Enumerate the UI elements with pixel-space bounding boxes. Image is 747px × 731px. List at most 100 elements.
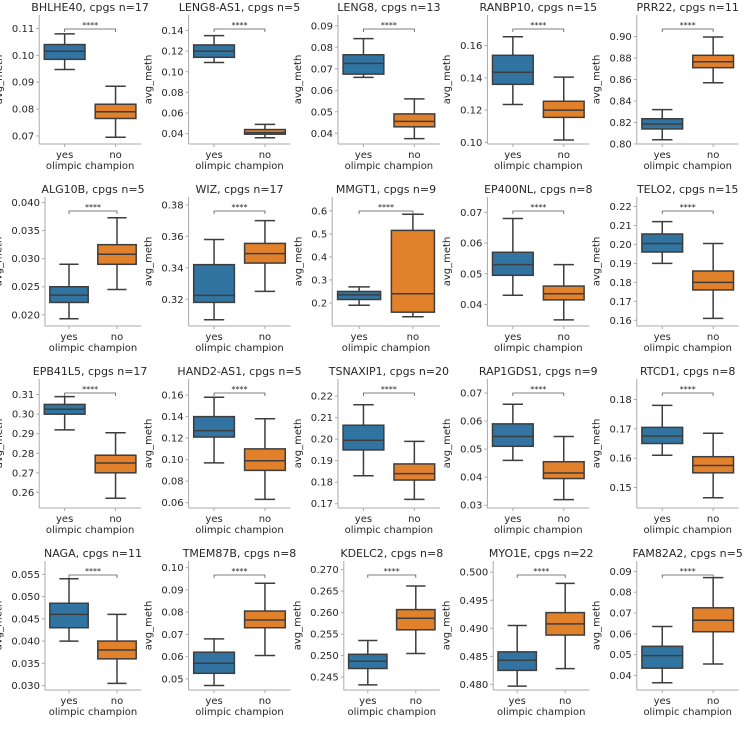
x-tick-label: no bbox=[558, 514, 570, 525]
y-tick-label: 0.255 bbox=[310, 630, 339, 641]
panel: NAGA, cpgs n=11 0.030 0.035 0.040 0.045 0.050… bbox=[0, 547, 142, 718]
y-tick-label: 0.38 bbox=[161, 200, 183, 211]
panel: WIZ, cpgs n=17 0.32 0.34 0.36 0.38 avg_methye… bbox=[143, 183, 291, 354]
box-no bbox=[390, 229, 436, 313]
y-tick-label: 0.050 bbox=[11, 592, 40, 603]
x-tick-label: yes bbox=[205, 514, 222, 525]
y-tick-label: 0.05 bbox=[311, 107, 333, 118]
y-axis-label: avg_meth bbox=[0, 419, 5, 469]
x-axis-label: olimpic champion bbox=[345, 525, 434, 536]
significance-bracket bbox=[661, 210, 714, 214]
significance-bracket bbox=[64, 392, 116, 396]
significance-bracket bbox=[661, 574, 714, 578]
significance-bracket bbox=[213, 210, 266, 214]
y-tick-label: 0.08 bbox=[311, 43, 333, 54]
y-tick-label: 0.08 bbox=[161, 88, 183, 99]
x-axis-label: olimpic champion bbox=[342, 343, 431, 354]
panel-title: LENG8, cpgs n=13 bbox=[337, 1, 440, 14]
significance-bracket bbox=[367, 574, 417, 578]
box-yes bbox=[342, 424, 385, 451]
y-tick-label: 0.10 bbox=[161, 67, 183, 78]
significance-label: **** bbox=[378, 203, 394, 212]
x-axis-label: olimpic champion bbox=[195, 343, 284, 354]
panel: LENG8, cpgs n=13 0.04 0.05 0.06 0.07 0.08 0.09… bbox=[293, 1, 441, 172]
y-tick-label: 0.09 bbox=[311, 21, 333, 32]
x-tick-label: no bbox=[558, 332, 570, 343]
box-no bbox=[393, 113, 436, 128]
y-tick-label: 0.07 bbox=[311, 64, 333, 75]
y-tick-label: 0.09 bbox=[12, 78, 34, 89]
box-no bbox=[692, 270, 735, 291]
y-tick-label: 0.18 bbox=[311, 478, 333, 489]
y-axis-label: avg_meth bbox=[442, 601, 453, 651]
significance-label: **** bbox=[232, 203, 248, 212]
y-axis-label: avg_meth bbox=[0, 601, 5, 651]
y-tick-label: 0.245 bbox=[310, 673, 339, 684]
y-axis-label: avg_meth bbox=[442, 55, 453, 105]
y-tick-label: 0.10 bbox=[12, 51, 34, 62]
y-tick-label: 0.16 bbox=[610, 454, 632, 465]
x-tick-label: yes bbox=[504, 332, 521, 343]
x-axis-label: olimpic champion bbox=[195, 707, 284, 718]
y-tick-label: 0.36 bbox=[161, 232, 183, 243]
significance-label: **** bbox=[232, 567, 248, 576]
y-tick-label: 0.90 bbox=[610, 32, 632, 43]
x-axis-label: olimpic champion bbox=[345, 161, 434, 172]
y-tick-label: 0.07 bbox=[161, 630, 183, 641]
y-tick-label: 0.040 bbox=[11, 198, 40, 209]
y-tick-label: 0.06 bbox=[610, 629, 632, 640]
y-tick-label: 0.34 bbox=[161, 263, 183, 274]
y-tick-label: 0.040 bbox=[11, 637, 40, 648]
y-tick-label: 0.6 bbox=[311, 206, 327, 217]
significance-bracket bbox=[661, 392, 714, 396]
y-axis-label: avg_meth bbox=[293, 55, 304, 105]
panel-title: ALG10B, cpgs n=5 bbox=[41, 183, 144, 196]
y-tick-label: 0.09 bbox=[610, 567, 632, 578]
y-tick-label: 0.15 bbox=[610, 483, 632, 494]
box-no bbox=[542, 460, 585, 480]
y-tick-label: 0.28 bbox=[12, 449, 34, 460]
significance-label: **** bbox=[680, 385, 696, 394]
x-tick-label: yes bbox=[654, 150, 671, 161]
panel: TELO2, cpgs n=15 0.16 0.17 0.18 0.19 0.20 0.21… bbox=[592, 183, 739, 354]
y-tick-label: 0.26 bbox=[12, 488, 34, 499]
y-tick-label: 0.14 bbox=[161, 26, 183, 37]
y-tick-label: 0.84 bbox=[610, 97, 632, 108]
significance-bracket bbox=[512, 210, 565, 214]
box-yes bbox=[641, 645, 684, 669]
y-tick-label: 0.12 bbox=[460, 106, 482, 117]
y-tick-label: 0.04 bbox=[311, 129, 333, 140]
significance-label: **** bbox=[530, 21, 546, 30]
panel: TMEM87B, cpgs n=8 0.05 0.06 0.07 0.08 0.09 0.1… bbox=[143, 547, 296, 718]
panel-title: TSNAXIP1, cpgs n=20 bbox=[328, 365, 449, 378]
y-tick-label: 0.31 bbox=[12, 390, 34, 401]
panel-title: PRR22, cpgs n=11 bbox=[637, 1, 739, 14]
panel: EP400NL, cpgs n=8 0.04 0.05 0.06 0.07 avg_met… bbox=[442, 183, 592, 354]
box-no bbox=[94, 454, 137, 474]
x-tick-label: yes bbox=[654, 696, 671, 707]
x-tick-label: yes bbox=[355, 150, 372, 161]
y-tick-label: 0.12 bbox=[161, 47, 183, 58]
panel-title: HAND2-AS1, cpgs n=5 bbox=[177, 365, 301, 378]
x-tick-label: yes bbox=[504, 514, 521, 525]
x-tick-label: yes bbox=[205, 150, 222, 161]
y-axis-label: avg_meth bbox=[292, 601, 303, 651]
panel-title: TMEM87B, cpgs n=8 bbox=[182, 547, 297, 560]
y-tick-label: 0.260 bbox=[310, 608, 339, 619]
significance-label: **** bbox=[82, 21, 98, 30]
y-tick-label: 0.21 bbox=[311, 413, 333, 424]
x-axis-label: olimpic champion bbox=[348, 707, 437, 718]
significance-label: **** bbox=[381, 385, 397, 394]
x-tick-label: no bbox=[259, 514, 271, 525]
y-tick-label: 0.480 bbox=[460, 680, 489, 691]
box-yes bbox=[491, 54, 534, 86]
significance-label: **** bbox=[533, 567, 549, 576]
y-tick-label: 0.07 bbox=[12, 131, 34, 142]
y-tick-label: 0.08 bbox=[610, 588, 632, 599]
box-no bbox=[243, 448, 287, 472]
panel-title: EPB41L5, cpgs n=17 bbox=[33, 365, 148, 378]
y-tick-label: 0.17 bbox=[610, 297, 632, 308]
x-tick-label: no bbox=[558, 150, 570, 161]
box-yes bbox=[342, 54, 385, 75]
panel-title: NAGA, cpgs n=11 bbox=[44, 547, 142, 560]
